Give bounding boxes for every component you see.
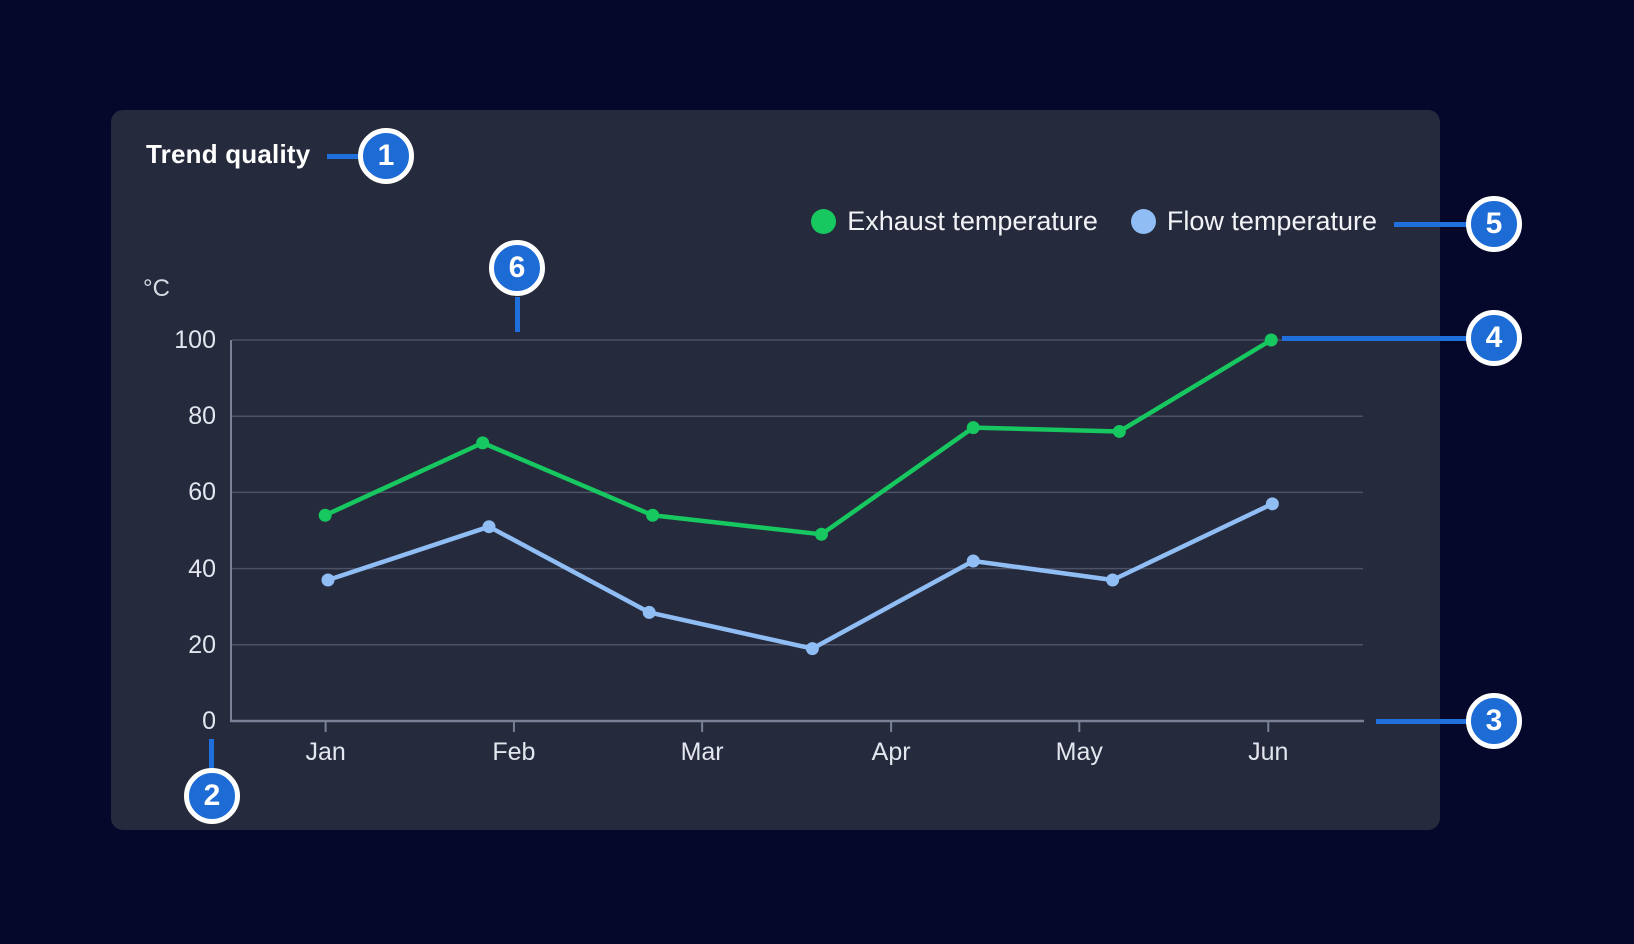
data-point-marker: [1106, 573, 1120, 587]
data-point-marker: [1264, 333, 1278, 347]
x-tick-label-jan: Jan: [305, 738, 346, 766]
chart-plot: [230, 333, 1364, 732]
legend-item-flow-temperature[interactable]: Flow temperature: [1130, 205, 1377, 237]
callout-badge-4: 4: [1466, 310, 1522, 366]
series-line-exhaust-temperature: [322, 337, 1274, 537]
data-point-marker: [642, 605, 656, 619]
callout-number: 3: [1485, 704, 1503, 737]
y-tick-label: 60: [188, 478, 216, 507]
callout-connector-data-line: [1282, 336, 1467, 341]
data-point-marker: [966, 554, 980, 568]
legend-swatch-icon: [1130, 208, 1156, 234]
callout-connector-x-axis: [1376, 719, 1467, 724]
callout-badge-6: 6: [489, 240, 545, 296]
callout-number: 2: [203, 779, 221, 812]
legend-label: Flow temperature: [1166, 206, 1377, 236]
chart-legend: Exhaust temperature Flow temperature: [811, 198, 1377, 244]
data-point-marker: [482, 520, 496, 534]
x-tick-label-feb: Feb: [492, 738, 536, 766]
y-tick-label: 0: [202, 707, 216, 735]
y-tick-label: 40: [188, 554, 216, 583]
data-point-marker: [966, 421, 980, 435]
data-point-marker: [814, 527, 828, 541]
data-point-marker: [476, 436, 490, 450]
callout-connector-gridline: [515, 297, 520, 332]
callout-badge-1: 1: [358, 128, 414, 184]
callout-badge-2: 2: [184, 768, 240, 824]
data-point-marker: [1265, 497, 1279, 511]
data-point-marker: [805, 642, 819, 656]
callout-number: 5: [1485, 207, 1503, 240]
legend-item-exhaust-temperature[interactable]: Exhaust temperature: [811, 205, 1098, 237]
legend-label: Exhaust temperature: [847, 206, 1098, 236]
callout-number: 4: [1485, 321, 1503, 354]
x-tick-label-jun: Jun: [1248, 738, 1289, 766]
callout-number: 1: [377, 139, 395, 172]
x-tick-label-apr: Apr: [871, 738, 911, 766]
data-point-marker: [1112, 424, 1126, 438]
callout-connector-title: [327, 154, 359, 159]
chart-title: Trend quality: [146, 139, 311, 169]
y-tick-label: 20: [188, 630, 216, 659]
y-axis-unit-label: °C: [143, 275, 170, 302]
y-tick-label: 80: [188, 402, 216, 431]
series-line-flow-temperature: [325, 501, 1275, 651]
y-tick-label: 100: [174, 326, 216, 354]
data-point-marker: [321, 573, 335, 587]
trend-chart-card: [111, 110, 1440, 830]
data-point-marker: [646, 508, 660, 522]
x-tick-label-mar: Mar: [680, 738, 724, 766]
legend-swatch-icon: [811, 208, 837, 234]
callout-connector-y-axis: [209, 739, 214, 769]
callout-badge-5: 5: [1466, 196, 1522, 252]
x-tick-label-may: May: [1055, 738, 1103, 766]
callout-number: 6: [508, 251, 526, 284]
data-point-marker: [318, 508, 332, 522]
callout-badge-3: 3: [1466, 693, 1522, 749]
callout-connector-legend: [1394, 222, 1467, 227]
